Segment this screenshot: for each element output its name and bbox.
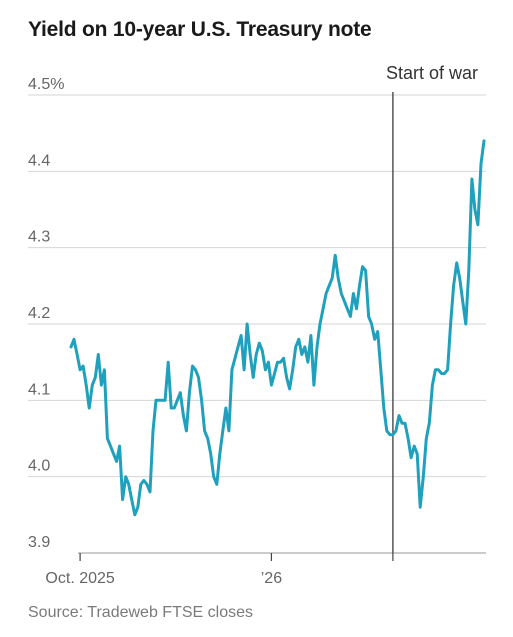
x-tick-label: Oct. 2025 <box>45 570 114 587</box>
yield-series-line <box>69 139 486 517</box>
y-tick-label: 4.3 <box>28 229 50 246</box>
y-tick-label: 3.9 <box>28 534 50 551</box>
y-tick-label: 4.1 <box>28 381 50 398</box>
y-tick-label: 4.5% <box>28 76 64 93</box>
x-tick-label: ’26 <box>261 570 282 587</box>
y-axis-labels: 4.5% 4.4 4.3 4.2 4.1 4.0 3.9 <box>28 76 64 551</box>
gridlines <box>28 94 486 478</box>
y-tick-label: 4.4 <box>28 152 50 169</box>
x-axis-ticks: Oct. 2025 ’26 <box>45 553 394 587</box>
y-tick-label: 4.0 <box>28 458 50 475</box>
start-of-war-label: Start of war <box>386 63 478 83</box>
chart-title: Yield on 10-year U.S. Treasury note <box>28 18 372 41</box>
source-note: Source: Tradeweb FTSE closes <box>28 604 253 621</box>
y-tick-label: 4.2 <box>28 305 50 322</box>
